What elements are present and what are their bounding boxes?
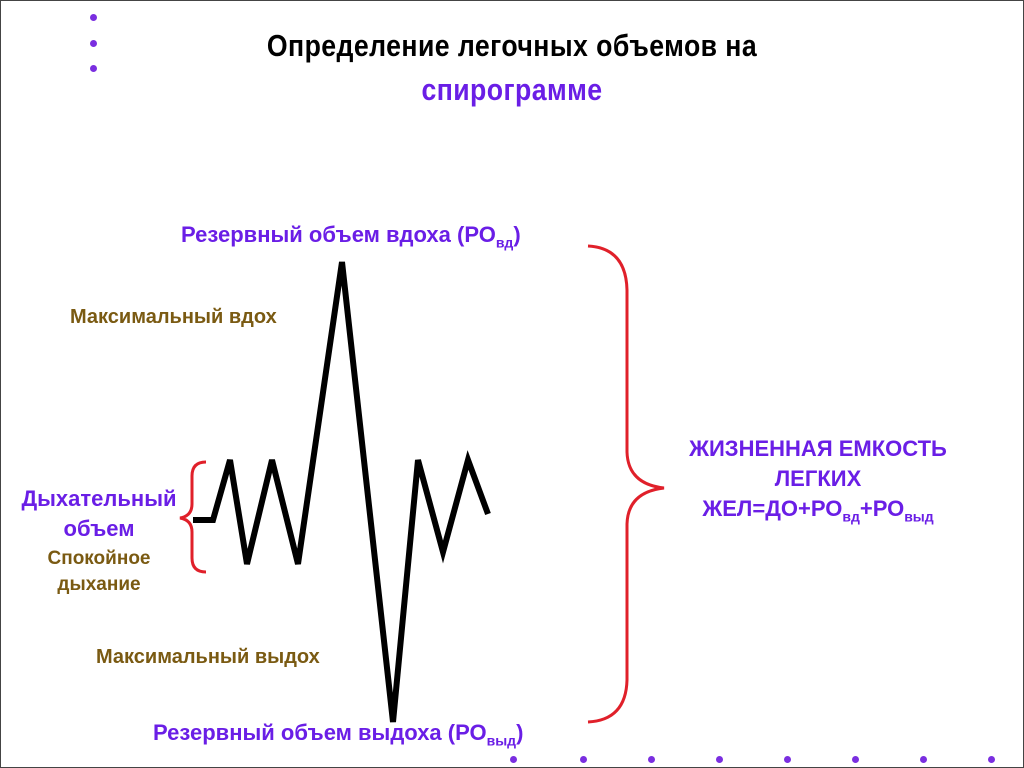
label-tidal-line1: Дыхательный bbox=[21, 486, 177, 511]
tidal-volume-brace bbox=[179, 460, 207, 574]
label-vc-formula: ЖЕЛ=ДО+РОвд+РОвыд bbox=[676, 496, 960, 524]
label-reserve-inhale: Резервный объем вдоха (РОвд) bbox=[181, 222, 521, 250]
formula-sub2: выд bbox=[904, 508, 934, 525]
label-reserve-inhale-sub: вд bbox=[495, 234, 514, 251]
label-calm-line1: Спокойное bbox=[47, 548, 151, 569]
decor-dot bbox=[510, 756, 517, 763]
formula-part-a: ЖЕЛ=ДО+РО bbox=[702, 496, 843, 521]
decor-dot bbox=[90, 65, 97, 72]
label-max-exhale: Максимальный выдох bbox=[96, 646, 320, 668]
decor-dot bbox=[988, 756, 995, 763]
label-reserve-inhale-text: Резервный объем вдоха (РО bbox=[181, 222, 496, 247]
decor-dot bbox=[648, 756, 655, 763]
formula-part-b: +РО bbox=[859, 496, 905, 521]
label-reserve-exhale-close: ) bbox=[516, 720, 524, 745]
decor-dot bbox=[580, 756, 587, 763]
label-vital-capacity: ЖИЗНЕННАЯ ЕМКОСТЬ ЛЕГКИХ ЖЕЛ=ДО+РОвд+РОв… bbox=[676, 436, 960, 524]
label-reserve-exhale: Резервный объем выдоха (РОвыд) bbox=[153, 720, 523, 748]
label-max-inhale: Максимальный вдох bbox=[70, 306, 277, 328]
decor-dot bbox=[784, 756, 791, 763]
label-reserve-inhale-close: ) bbox=[513, 222, 521, 247]
slide-subtitle: спирограмме bbox=[421, 72, 603, 107]
label-calm-breathing: Спокойное дыхание bbox=[20, 548, 178, 596]
label-vc-line1: ЖИЗНЕННАЯ ЕМКОСТЬ bbox=[689, 436, 947, 461]
formula-sub1: вд bbox=[842, 508, 860, 525]
decor-dot bbox=[852, 756, 859, 763]
decor-dot bbox=[716, 756, 723, 763]
vital-capacity-brace bbox=[587, 244, 665, 724]
decor-dot bbox=[90, 14, 97, 21]
label-vc-line2: ЛЕГКИХ bbox=[774, 466, 862, 491]
label-tidal-line2: объем bbox=[63, 516, 135, 541]
label-reserve-exhale-sub: выд bbox=[486, 732, 517, 749]
label-calm-line2: дыхание bbox=[57, 574, 141, 595]
label-reserve-exhale-text: Резервный объем выдоха (РО bbox=[153, 720, 487, 745]
decor-dot bbox=[920, 756, 927, 763]
decor-dot bbox=[90, 40, 97, 47]
slide-title: Определение легочных объемов на bbox=[266, 28, 758, 63]
spirogram-curve bbox=[193, 261, 491, 723]
label-tidal-volume: Дыхательный объем bbox=[14, 486, 184, 542]
